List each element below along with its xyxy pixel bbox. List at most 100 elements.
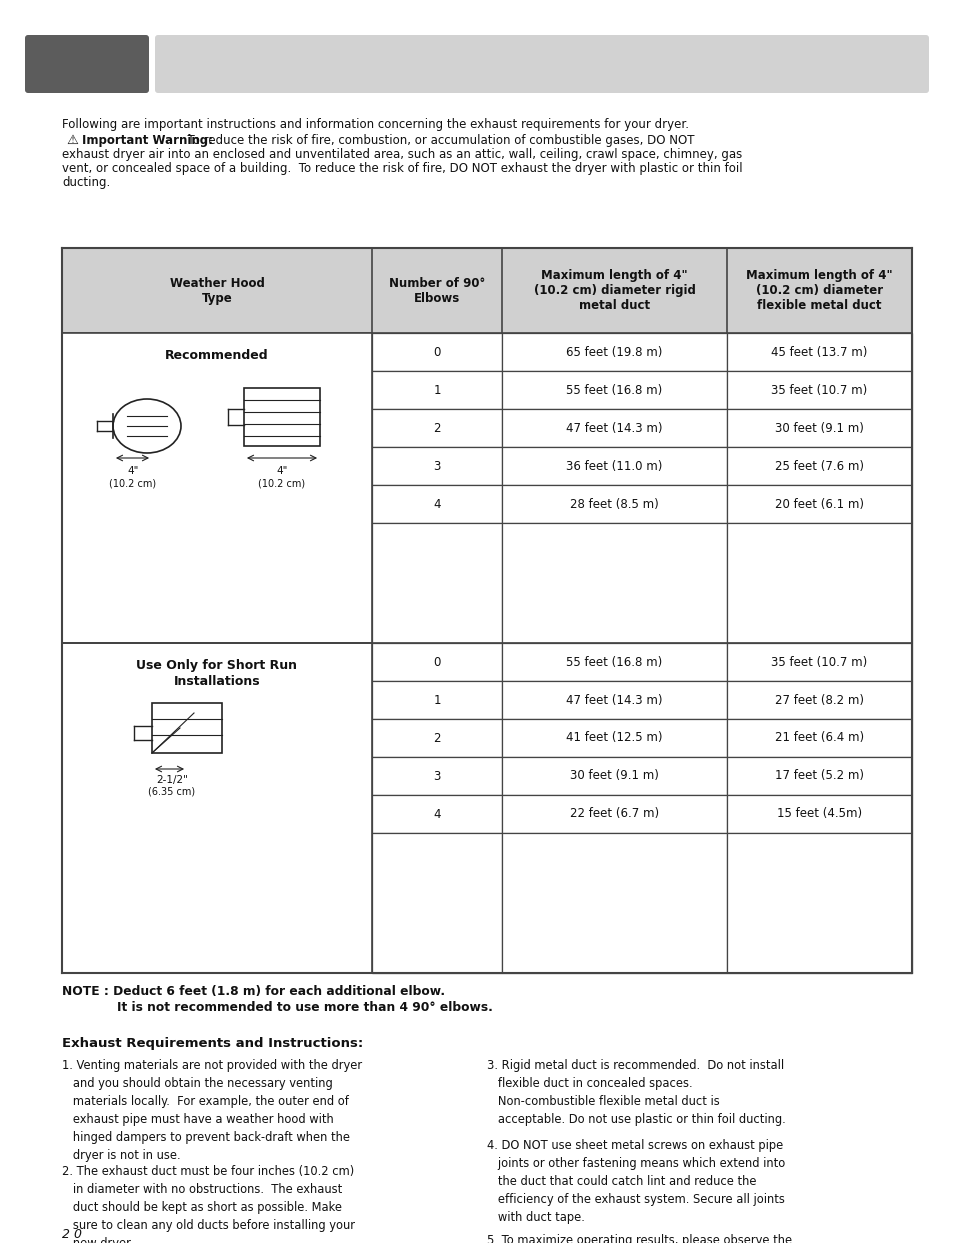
Text: Maximum length of 4"
(10.2 cm) diameter
flexible metal duct: Maximum length of 4" (10.2 cm) diameter … bbox=[745, 268, 892, 312]
Text: 1: 1 bbox=[433, 384, 440, 397]
Text: 2: 2 bbox=[433, 731, 440, 745]
Bar bbox=[501, 447, 726, 485]
Text: ducting.: ducting. bbox=[62, 177, 111, 189]
Text: 65 feet (19.8 m): 65 feet (19.8 m) bbox=[566, 346, 662, 358]
Text: 30 feet (9.1 m): 30 feet (9.1 m) bbox=[774, 421, 863, 435]
Text: (6.35 cm): (6.35 cm) bbox=[149, 787, 195, 797]
Bar bbox=[501, 796, 726, 833]
Text: 5. To maximize operating results, please observe the
   duct length limitations : 5. To maximize operating results, please… bbox=[486, 1234, 791, 1243]
Text: ⚠: ⚠ bbox=[66, 134, 78, 147]
Bar bbox=[152, 704, 222, 753]
Text: 35 feet (10.7 m): 35 feet (10.7 m) bbox=[771, 655, 866, 669]
Bar bbox=[501, 333, 726, 370]
Text: 55 feet (16.8 m): 55 feet (16.8 m) bbox=[566, 384, 662, 397]
Text: 55 feet (16.8 m): 55 feet (16.8 m) bbox=[566, 655, 662, 669]
Text: 21 feet (6.4 m): 21 feet (6.4 m) bbox=[774, 731, 863, 745]
Bar bbox=[726, 757, 911, 796]
Bar bbox=[372, 447, 501, 485]
Bar bbox=[501, 370, 726, 409]
Bar bbox=[372, 833, 501, 973]
Text: 47 feet (14.3 m): 47 feet (14.3 m) bbox=[566, 694, 662, 706]
Bar bbox=[372, 643, 501, 681]
FancyBboxPatch shape bbox=[25, 35, 149, 93]
Bar bbox=[726, 523, 911, 643]
Text: exhaust dryer air into an enclosed and unventilated area, such as an attic, wall: exhaust dryer air into an enclosed and u… bbox=[62, 148, 741, 162]
Bar bbox=[726, 718, 911, 757]
Text: 27 feet (8.2 m): 27 feet (8.2 m) bbox=[774, 694, 863, 706]
Bar bbox=[726, 370, 911, 409]
Text: 3. Rigid metal duct is recommended.  Do not install
   flexible duct in conceale: 3. Rigid metal duct is recommended. Do n… bbox=[486, 1059, 785, 1126]
Bar bbox=[726, 333, 911, 370]
Bar bbox=[501, 485, 726, 523]
Text: 4. DO NOT use sheet metal screws on exhaust pipe
   joints or other fastening me: 4. DO NOT use sheet metal screws on exha… bbox=[486, 1139, 784, 1224]
Bar bbox=[726, 796, 911, 833]
Text: vent, or concealed space of a building.  To reduce the risk of fire, DO NOT exha: vent, or concealed space of a building. … bbox=[62, 162, 741, 175]
Text: Maximum length of 4"
(10.2 cm) diameter rigid
metal duct: Maximum length of 4" (10.2 cm) diameter … bbox=[533, 268, 695, 312]
Text: 2-1/2": 2-1/2" bbox=[156, 774, 188, 786]
Text: 4": 4" bbox=[127, 466, 138, 476]
Text: 1. Venting materials are not provided with the dryer
   and you should obtain th: 1. Venting materials are not provided wi… bbox=[62, 1059, 362, 1162]
Text: 2 0: 2 0 bbox=[62, 1228, 82, 1241]
Bar bbox=[501, 718, 726, 757]
Bar bbox=[244, 388, 319, 446]
Text: 41 feet (12.5 m): 41 feet (12.5 m) bbox=[566, 731, 662, 745]
Text: 2. The exhaust duct must be four inches (10.2 cm)
   in diameter with no obstruc: 2. The exhaust duct must be four inches … bbox=[62, 1165, 355, 1243]
Bar bbox=[62, 249, 911, 333]
Text: It is not recommended to use more than 4 90° elbows.: It is not recommended to use more than 4… bbox=[117, 1001, 493, 1014]
Text: (10.2 cm): (10.2 cm) bbox=[110, 479, 156, 488]
Bar bbox=[501, 643, 726, 681]
Text: 2: 2 bbox=[433, 421, 440, 435]
Text: NOTE : Deduct 6 feet (1.8 m) for each additional elbow.: NOTE : Deduct 6 feet (1.8 m) for each ad… bbox=[62, 984, 445, 998]
Bar bbox=[501, 833, 726, 973]
Text: 25 feet (7.6 m): 25 feet (7.6 m) bbox=[774, 460, 863, 472]
Text: 15 feet (4.5m): 15 feet (4.5m) bbox=[776, 808, 862, 820]
Bar bbox=[372, 796, 501, 833]
Text: 45 feet (13.7 m): 45 feet (13.7 m) bbox=[771, 346, 867, 358]
Bar bbox=[726, 409, 911, 447]
Text: 0: 0 bbox=[433, 346, 440, 358]
Text: Important Warning:: Important Warning: bbox=[82, 134, 213, 147]
Text: 1: 1 bbox=[433, 694, 440, 706]
Text: 20 feet (6.1 m): 20 feet (6.1 m) bbox=[774, 497, 863, 511]
FancyBboxPatch shape bbox=[154, 35, 928, 93]
Text: Following are important instructions and information concerning the exhaust requ: Following are important instructions and… bbox=[62, 118, 688, 131]
Text: 3: 3 bbox=[433, 769, 440, 783]
Bar bbox=[501, 409, 726, 447]
Bar bbox=[372, 485, 501, 523]
Text: 28 feet (8.5 m): 28 feet (8.5 m) bbox=[570, 497, 659, 511]
Bar bbox=[372, 718, 501, 757]
Text: Recommended: Recommended bbox=[165, 348, 269, 362]
Text: Installations: Installations bbox=[173, 675, 260, 687]
Bar bbox=[372, 333, 501, 370]
Bar bbox=[372, 409, 501, 447]
Text: To reduce the risk of fire, combustion, or accumulation of combustible gases, DO: To reduce the risk of fire, combustion, … bbox=[180, 134, 694, 147]
Bar bbox=[372, 523, 501, 643]
Bar bbox=[726, 447, 911, 485]
Text: 30 feet (9.1 m): 30 feet (9.1 m) bbox=[570, 769, 659, 783]
Text: 36 feet (11.0 m): 36 feet (11.0 m) bbox=[566, 460, 662, 472]
Text: (10.2 cm): (10.2 cm) bbox=[258, 479, 305, 488]
Text: 0: 0 bbox=[433, 655, 440, 669]
Bar bbox=[62, 643, 372, 973]
Text: 4: 4 bbox=[433, 808, 440, 820]
Bar bbox=[62, 333, 372, 643]
Bar bbox=[372, 757, 501, 796]
Bar bbox=[372, 681, 501, 718]
Text: 4: 4 bbox=[433, 497, 440, 511]
Text: Exhaust Requirements and Instructions:: Exhaust Requirements and Instructions: bbox=[62, 1037, 363, 1050]
Text: Number of 90°
Elbows: Number of 90° Elbows bbox=[389, 276, 485, 305]
Bar bbox=[501, 681, 726, 718]
Text: 22 feet (6.7 m): 22 feet (6.7 m) bbox=[569, 808, 659, 820]
Text: Weather Hood
Type: Weather Hood Type bbox=[170, 276, 264, 305]
Bar bbox=[726, 833, 911, 973]
Text: 3: 3 bbox=[433, 460, 440, 472]
Text: 17 feet (5.2 m): 17 feet (5.2 m) bbox=[774, 769, 863, 783]
Bar bbox=[726, 485, 911, 523]
Text: 4": 4" bbox=[276, 466, 288, 476]
Bar bbox=[726, 643, 911, 681]
Text: 35 feet (10.7 m): 35 feet (10.7 m) bbox=[771, 384, 866, 397]
Text: Use Only for Short Run: Use Only for Short Run bbox=[136, 659, 297, 671]
Bar bbox=[726, 681, 911, 718]
Bar bbox=[501, 757, 726, 796]
Bar bbox=[501, 523, 726, 643]
